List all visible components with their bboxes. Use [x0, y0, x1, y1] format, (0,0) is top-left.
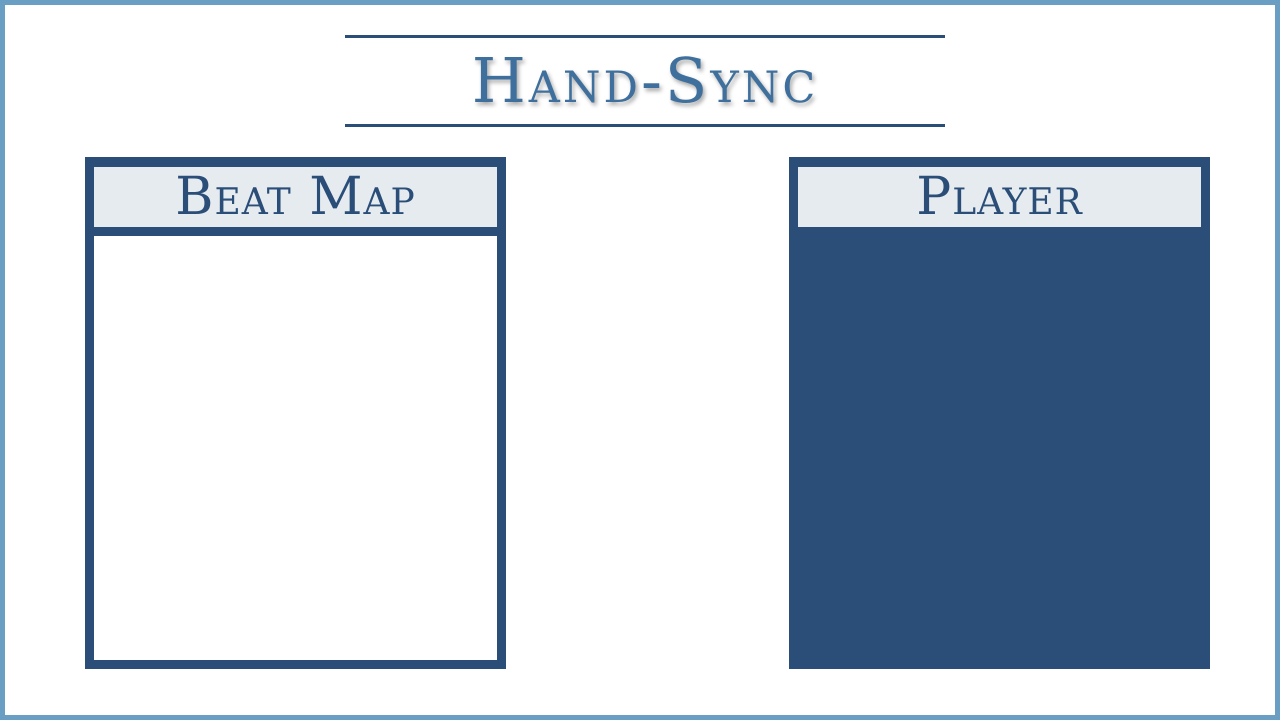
beat-map-panel: Beat Map	[85, 157, 506, 669]
player-title: Player	[916, 167, 1083, 227]
beat-map-header: Beat Map	[94, 167, 497, 227]
player-panel[interactable]: Player	[789, 157, 1210, 669]
app-title-banner: Hand-Sync	[345, 35, 945, 127]
beat-map-canvas[interactable]	[94, 236, 497, 660]
beat-map-title: Beat Map	[175, 167, 416, 227]
player-header: Player	[798, 167, 1201, 227]
app-title: Hand-Sync	[471, 44, 819, 117]
